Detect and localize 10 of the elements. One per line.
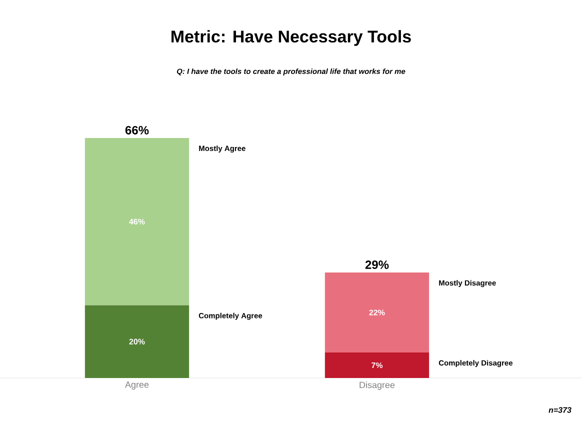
data-label: 22%	[369, 310, 385, 316]
data-label: 7%	[372, 362, 383, 368]
x-tick-label: Disagree	[360, 382, 395, 390]
chart-title: Metric: Have Necessary Tools	[172, 30, 411, 46]
total-label: 29%	[365, 260, 389, 269]
total-label: 66%	[125, 126, 149, 134]
data-label: 46%	[129, 218, 145, 224]
data-label: 20%	[129, 338, 145, 344]
x-tick-label: Agree	[125, 382, 149, 390]
text: n=373	[548, 407, 572, 413]
